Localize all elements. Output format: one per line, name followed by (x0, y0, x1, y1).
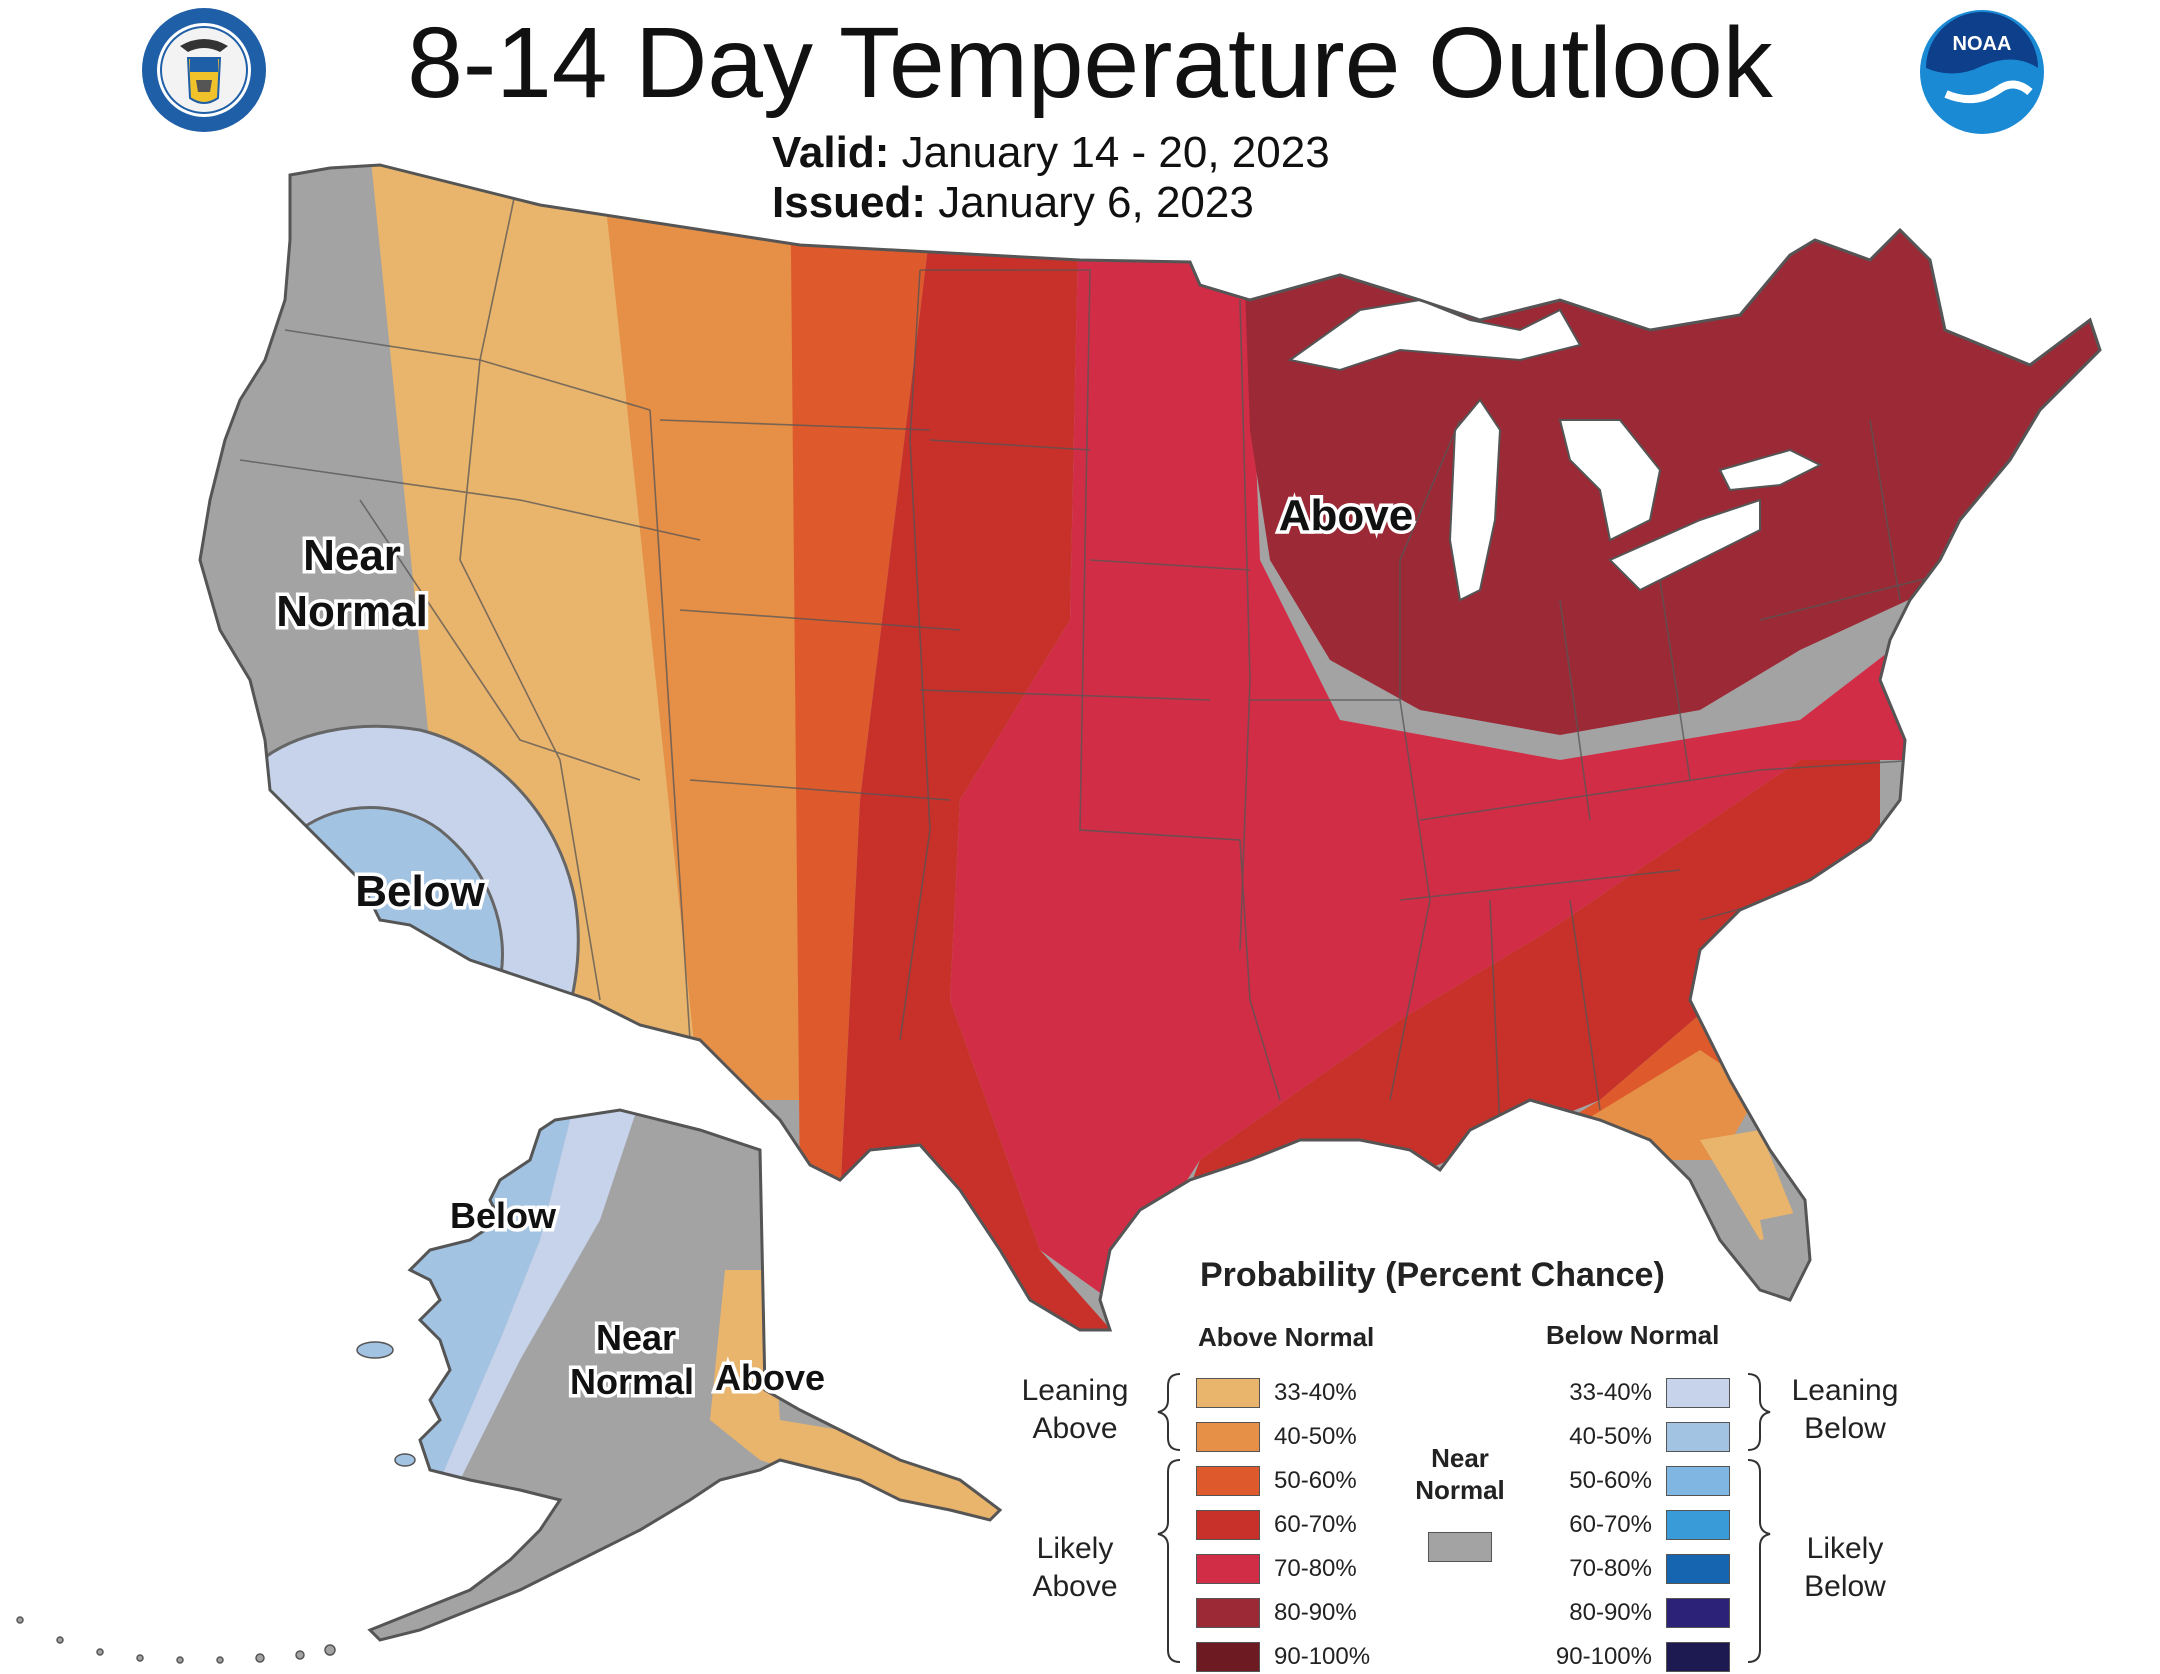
alaska-outline (367, 1108, 1003, 1642)
department-of-commerce-seal-icon (142, 8, 266, 132)
legend-braces-right (1747, 1373, 1771, 1663)
legend-below-label-7: 90-100% (1555, 1643, 1652, 1670)
region-above-40-50 (600, 165, 800, 1100)
swatch-above-60-70 (1196, 1510, 1260, 1540)
swatch-below-60-70 (1666, 1510, 1730, 1540)
legend-leaning-above-line-2: Above (1032, 1412, 1118, 1445)
swatch-below-50-60 (1666, 1466, 1730, 1496)
legend-below-row-7: 90-100% (1540, 1640, 1730, 1674)
legend-below-label-6: 80-90% (1569, 1599, 1652, 1626)
legend-above-label-6: 80-90% (1274, 1599, 1357, 1626)
legend-below-row-1: 33-40% (1540, 1376, 1730, 1410)
swatch-near-normal (1428, 1532, 1492, 1562)
legend-leaning-below-line-1: Leaning (1791, 1374, 1899, 1407)
valid-line: Valid: January 14 - 20, 2023 (772, 128, 1330, 178)
issued-label: Issued: (772, 178, 927, 227)
legend-below-header: Below Normal (1546, 1320, 1720, 1350)
label-ak-near-normal-1: Near (596, 1317, 676, 1358)
legend-above-row-1: 33-40% (1196, 1376, 1357, 1410)
swatch-below-33-40 (1666, 1378, 1730, 1408)
region-above-50-60 (790, 165, 940, 1200)
region-above-70-80 (950, 165, 2100, 1300)
legend-likely-above-line-2: Above (1032, 1570, 1118, 1603)
legend-above-row-4: 60-70% (1196, 1508, 1357, 1542)
page-title: 8-14 Day Temperature Outlook (407, 7, 1773, 119)
legend-above-label-4: 60-70% (1274, 1511, 1357, 1538)
label-ak-above: Above (715, 1357, 825, 1398)
legend-leaning-below-label: Leaning Below (1770, 1372, 1920, 1448)
legend-title: Probability (Percent Chance) (1200, 1256, 1665, 1294)
swatch-above-33-40 (1196, 1378, 1260, 1408)
valid-label: Valid: (772, 128, 890, 177)
region-near-normal-florida (1760, 1210, 1830, 1320)
bering-islands (356, 1341, 416, 1467)
legend-leaning-above-label: Leaning Above (1000, 1372, 1150, 1448)
swatch-above-90-100 (1196, 1642, 1260, 1672)
legend-likely-above-line-1: Likely (1036, 1532, 1114, 1565)
noaa-logo-icon: NOAA (1920, 10, 2044, 134)
legend-near-normal-line-2: Normal (1415, 1475, 1505, 1505)
swatch-below-40-50 (1666, 1422, 1730, 1452)
legend-near-normal-label: Near Normal (1400, 1442, 1520, 1506)
label-ak-near-normal-2: Normal (570, 1361, 694, 1402)
legend-below-label-1: 33-40% (1569, 1379, 1652, 1406)
swatch-above-80-90 (1196, 1598, 1260, 1628)
legend-likely-above-label: Likely Above (1000, 1530, 1150, 1606)
legend-below-label-4: 60-70% (1569, 1511, 1652, 1538)
legend-leaning-above-line-1: Leaning (1021, 1374, 1129, 1407)
great-lakes (1287, 298, 1823, 602)
legend-above-row-5: 70-80% (1196, 1552, 1357, 1586)
region-above-80-90 (1240, 165, 2100, 735)
legend-above-label-5: 70-80% (1274, 1555, 1357, 1582)
legend-above-row-2: 40-50% (1196, 1420, 1357, 1454)
swatch-below-80-90 (1666, 1598, 1730, 1628)
label-conus-near-normal-1: Near (303, 531, 401, 580)
issued-date: January 6, 2023 (938, 178, 1254, 227)
conus-outline (198, 163, 2102, 1332)
legend-above-label-3: 50-60% (1274, 1467, 1357, 1494)
swatch-above-50-60 (1196, 1466, 1260, 1496)
legend-below-label-3: 50-60% (1569, 1467, 1652, 1494)
legend-below-row-2: 40-50% (1540, 1420, 1730, 1454)
legend-above-label-1: 33-40% (1274, 1379, 1357, 1406)
issued-line: Issued: January 6, 2023 (772, 178, 1254, 228)
legend-near-normal-line-1: Near (1431, 1443, 1489, 1473)
svg-text:NOAA: NOAA (1953, 33, 2012, 55)
legend-above-header: Above Normal (1198, 1322, 1375, 1352)
legend-below-row-3: 50-60% (1540, 1464, 1730, 1498)
label-conus-above: Above (1279, 491, 1413, 540)
legend-likely-below-label: Likely Below (1770, 1530, 1920, 1606)
aleutian-islands (16, 1616, 336, 1664)
swatch-below-70-80 (1666, 1554, 1730, 1584)
state-borders (239, 169, 2001, 1131)
legend-above-label-2: 40-50% (1274, 1423, 1357, 1450)
label-conus-near-normal-2: Normal (276, 587, 428, 636)
swatch-above-40-50 (1196, 1422, 1260, 1452)
label-conus-below: Below (355, 867, 485, 916)
legend-above-row-3: 50-60% (1196, 1464, 1357, 1498)
region-above-60-70-southeast (1170, 760, 1880, 1240)
legend-likely-below-line-2: Below (1804, 1570, 1886, 1603)
swatch-below-90-100 (1666, 1642, 1730, 1672)
legend-braces-left (1157, 1373, 1181, 1663)
legend-below-row-6: 80-90% (1540, 1596, 1730, 1630)
legend-leaning-below-line-2: Below (1804, 1412, 1886, 1445)
label-ak-below: Below (450, 1195, 557, 1236)
legend-below-label-2: 40-50% (1569, 1423, 1652, 1450)
legend-below-row-4: 60-70% (1540, 1508, 1730, 1542)
region-leaning-above-florida (1700, 1130, 1800, 1240)
swatch-above-70-80 (1196, 1554, 1260, 1584)
legend-above-row-6: 80-90% (1196, 1596, 1357, 1630)
legend-below-row-5: 70-80% (1540, 1552, 1730, 1586)
legend-likely-below-line-1: Likely (1806, 1532, 1884, 1565)
legend-above-row-7: 90-100% (1196, 1640, 1370, 1674)
alaska-map (370, 1110, 1000, 1640)
ak-region-leaning-above (710, 1270, 1000, 1560)
valid-dates: January 14 - 20, 2023 (901, 128, 1330, 177)
legend-below-label-5: 70-80% (1569, 1555, 1652, 1582)
legend-above-label-7: 90-100% (1274, 1643, 1371, 1670)
ak-region-below-33-40 (440, 1110, 640, 1480)
